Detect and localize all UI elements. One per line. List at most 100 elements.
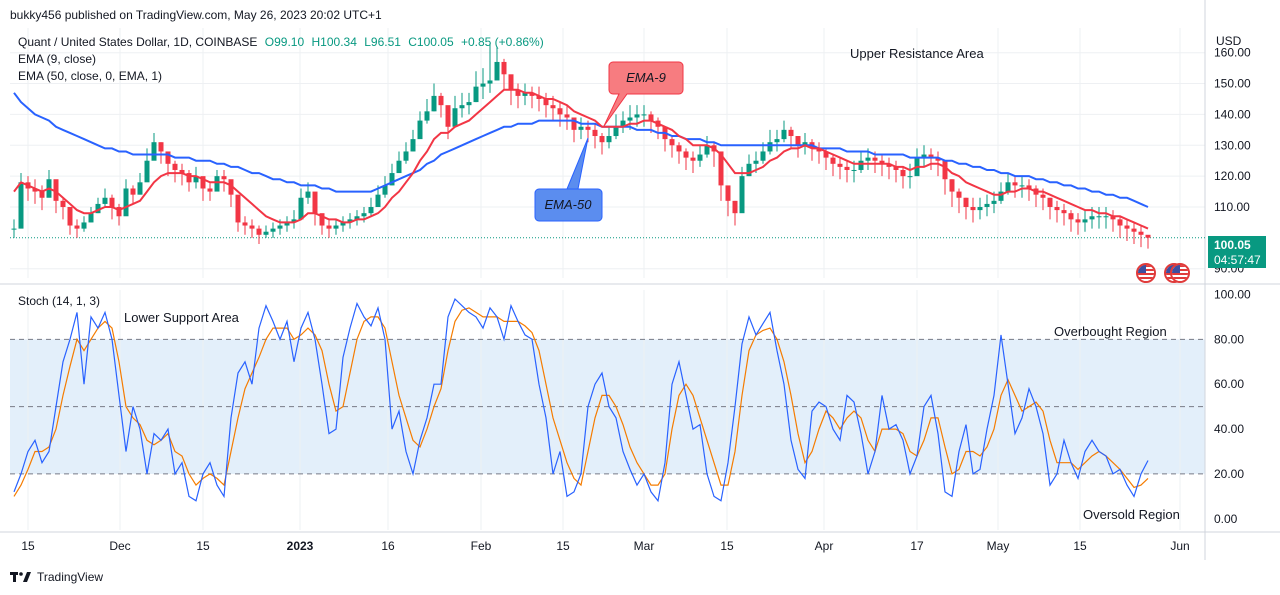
price-tick-label: 120.00 bbox=[1214, 169, 1251, 183]
time-tick-label: May bbox=[987, 539, 1010, 553]
legend-close: C100.05 bbox=[408, 35, 454, 49]
candle-body bbox=[1068, 213, 1074, 220]
candle-body bbox=[284, 222, 290, 226]
candle-body bbox=[361, 213, 367, 217]
candle-body bbox=[970, 207, 976, 211]
candle-body bbox=[445, 105, 451, 127]
candle-body bbox=[137, 182, 143, 195]
candle-body bbox=[1096, 216, 1102, 218]
candle-body bbox=[760, 151, 766, 161]
candle-body bbox=[109, 197, 115, 208]
price-axis-unit: USD bbox=[1216, 34, 1242, 48]
candle-body bbox=[1131, 228, 1137, 232]
ema9-callout bbox=[603, 61, 684, 127]
candle-body bbox=[501, 61, 507, 75]
candle-body bbox=[333, 225, 339, 229]
candle-body bbox=[18, 182, 24, 229]
candle-body bbox=[32, 188, 38, 192]
candle-body bbox=[95, 203, 101, 214]
candle-body bbox=[816, 148, 822, 152]
candle-body bbox=[165, 151, 171, 164]
price-tick-label: 130.00 bbox=[1214, 138, 1251, 152]
candle-body bbox=[1138, 231, 1144, 235]
candle-body bbox=[368, 207, 374, 214]
candle-body bbox=[396, 160, 402, 174]
ema50-callout-label: EMA-50 bbox=[545, 197, 593, 212]
us-flag-icon[interactable] bbox=[1136, 263, 1156, 283]
candle-body bbox=[186, 173, 192, 183]
candle-body bbox=[1026, 185, 1032, 189]
footer-brand[interactable]: TradingView bbox=[10, 570, 103, 584]
legend-stoch[interactable]: Stoch (14, 1, 3) bbox=[18, 294, 101, 308]
price-tick-label: 160.00 bbox=[1214, 46, 1251, 60]
candle-body bbox=[410, 139, 416, 152]
candle-body bbox=[578, 126, 584, 130]
candle-body bbox=[536, 95, 542, 99]
time-tick-label: 15 bbox=[556, 539, 570, 553]
candle-body bbox=[515, 89, 521, 96]
candle-body bbox=[557, 108, 563, 115]
candle-body bbox=[123, 188, 129, 217]
candle-body bbox=[102, 197, 108, 204]
legend-low: L96.51 bbox=[364, 35, 401, 49]
candle-body bbox=[571, 117, 577, 130]
candle-body bbox=[480, 83, 486, 87]
candle-body bbox=[837, 163, 843, 167]
candle-body bbox=[746, 163, 752, 177]
stoch-tick-label: 0.00 bbox=[1214, 512, 1238, 526]
candle-body bbox=[1040, 194, 1046, 198]
time-tick-label: 15 bbox=[720, 539, 734, 553]
time-tick-label: Feb bbox=[471, 539, 492, 553]
candle-body bbox=[305, 191, 311, 198]
candle-body bbox=[1103, 216, 1109, 218]
candle-body bbox=[529, 92, 535, 96]
candle-body bbox=[1117, 219, 1123, 226]
candle-body bbox=[830, 157, 836, 164]
legend-symbol: Quant / United States Dollar, 1D, COINBA… bbox=[18, 35, 258, 49]
legend-ema50[interactable]: EMA (50, close, 0, EMA, 1) bbox=[18, 69, 163, 83]
candle-body bbox=[67, 207, 73, 226]
candle-body bbox=[522, 92, 528, 96]
candle-body bbox=[1124, 225, 1130, 229]
candle-body bbox=[956, 191, 962, 198]
time-tick-label: 17 bbox=[910, 539, 924, 553]
candle-body bbox=[788, 129, 794, 137]
candle-body bbox=[144, 160, 150, 183]
candle-body bbox=[641, 114, 647, 116]
ema50-callout bbox=[534, 137, 603, 222]
candle-body bbox=[543, 98, 549, 106]
candle-body bbox=[935, 157, 941, 161]
legend-symbol-row: Quant / United States Dollar, 1D, COINBA… bbox=[18, 35, 544, 49]
candle-body bbox=[949, 179, 955, 192]
legend-change: +0.85 (+0.86%) bbox=[460, 35, 544, 49]
price-tick-label: 150.00 bbox=[1214, 77, 1251, 91]
tradingview-logo-icon bbox=[10, 572, 31, 582]
candle-body bbox=[998, 191, 1004, 201]
candle-body bbox=[613, 126, 619, 137]
candle-body bbox=[963, 197, 969, 208]
candle-body bbox=[354, 216, 360, 220]
candle-body bbox=[158, 142, 164, 152]
candle-body bbox=[151, 142, 157, 161]
time-tick-label: 15 bbox=[196, 539, 210, 553]
candle-body bbox=[508, 74, 514, 90]
candle-body bbox=[242, 222, 248, 226]
candle-body bbox=[732, 200, 738, 214]
legend-ema9[interactable]: EMA (9, close) bbox=[18, 52, 97, 66]
candle-body bbox=[1075, 219, 1081, 223]
us-flag-icon[interactable] bbox=[1170, 263, 1190, 283]
candle-body bbox=[606, 136, 612, 143]
candle-body bbox=[235, 194, 241, 223]
legend-high: H100.34 bbox=[311, 35, 357, 49]
candle-body bbox=[1005, 182, 1011, 192]
candle-body bbox=[1061, 210, 1067, 214]
candle-body bbox=[214, 176, 220, 192]
candle-body bbox=[564, 114, 570, 118]
candle-body bbox=[893, 166, 899, 170]
candle-body bbox=[1019, 185, 1025, 187]
candle-body bbox=[704, 145, 710, 155]
candle-body bbox=[886, 163, 892, 167]
time-tick-label: Mar bbox=[634, 539, 655, 553]
candle-body bbox=[774, 139, 780, 143]
